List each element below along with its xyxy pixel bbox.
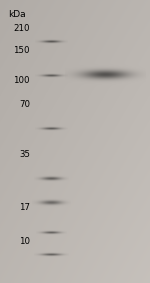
Text: 35: 35 [19,150,30,159]
Text: 150: 150 [14,46,30,55]
Text: 10: 10 [19,237,30,246]
Text: kDa: kDa [8,10,26,19]
Text: 100: 100 [14,76,30,85]
Text: 17: 17 [19,203,30,212]
Text: 210: 210 [14,24,30,33]
Text: 70: 70 [19,100,30,109]
